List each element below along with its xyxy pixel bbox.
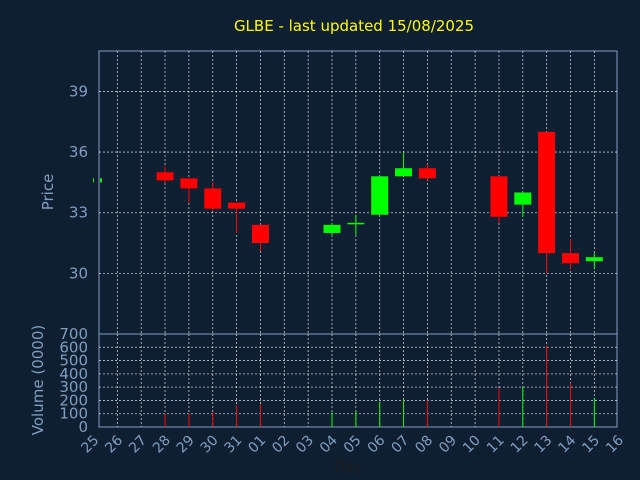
candle-body <box>490 176 508 217</box>
candle-body <box>585 257 603 262</box>
price-tick-label: 33 <box>69 204 88 222</box>
x-tick-label: 03 <box>293 433 317 457</box>
x-tick-label: 13 <box>532 433 556 457</box>
volume-tick-label: 700 <box>59 325 88 343</box>
candle-body <box>204 188 222 209</box>
price-tick-label: 39 <box>69 82 88 100</box>
x-tick-label: 08 <box>412 433 436 457</box>
candle-body <box>562 253 579 264</box>
price-axis-label: Price <box>39 174 57 211</box>
x-tick-label: 06 <box>365 432 389 456</box>
x-tick-label: 04 <box>317 432 341 456</box>
x-tick-label: 07 <box>388 433 412 457</box>
candle-body <box>180 178 198 189</box>
candle-body <box>251 224 269 244</box>
volume-tick-label: 600 <box>59 338 88 356</box>
candle-body <box>323 224 341 233</box>
x-tick-label: 28 <box>150 433 174 457</box>
candle-body <box>347 222 365 225</box>
x-tick-label: 15 <box>579 433 603 457</box>
volume-tick-label: 500 <box>59 352 88 370</box>
price-tick-labels: 30 33 36 39 <box>69 82 88 282</box>
volume-tick-label: 200 <box>59 391 88 409</box>
candle-body <box>156 172 174 181</box>
x-tick-label: 27 <box>126 433 150 457</box>
x-tick-labels: 25 26 27 28 29 30 31 01 02 03 04 05 06 07 08 09 10 11 12 13… <box>78 432 627 456</box>
candle-body <box>538 131 556 254</box>
x-tick-label: 11 <box>484 433 508 457</box>
candle-body <box>100 178 102 183</box>
x-tick-label: 09 <box>436 433 460 457</box>
candle-body <box>418 168 436 179</box>
x-axis-label: Day <box>334 459 362 475</box>
price-panel: 30 33 36 39 Price <box>39 50 618 335</box>
x-tick-label: 02 <box>269 433 293 457</box>
volume-tick-label: 0 <box>78 418 88 436</box>
chart-title: GLBE - last updated 15/08/2025 <box>234 17 474 35</box>
volume-axis-label: Volume (0000) <box>29 325 47 435</box>
x-tick-label: 30 <box>198 433 222 457</box>
volume-grid <box>99 334 617 427</box>
candle-body <box>228 202 246 209</box>
x-tick-label: 12 <box>508 433 532 457</box>
volume-bars <box>164 345 595 427</box>
x-tick-label: 10 <box>460 433 484 457</box>
candle-body <box>395 168 413 177</box>
x-tick-label: 29 <box>174 433 198 457</box>
candle-body <box>371 176 389 215</box>
volume-tick-label: 300 <box>59 378 88 396</box>
x-tick-label: 31 <box>222 433 246 457</box>
price-tick-label: 36 <box>69 143 88 161</box>
x-tick-label: 14 <box>555 432 579 456</box>
x-tick-label: 26 <box>102 432 126 456</box>
price-tick-label: 30 <box>69 264 88 282</box>
x-tick-label: 16 <box>603 432 627 456</box>
volume-panel-frame <box>98 333 618 428</box>
x-tick-label: 01 <box>245 433 269 457</box>
volume-tick-label: 100 <box>59 405 88 423</box>
candles <box>93 131 603 274</box>
x-tick-label: 25 <box>78 433 102 457</box>
x-tick-label: 05 <box>341 433 365 457</box>
candle-body <box>514 192 532 205</box>
volume-tick-label: 400 <box>59 365 88 383</box>
